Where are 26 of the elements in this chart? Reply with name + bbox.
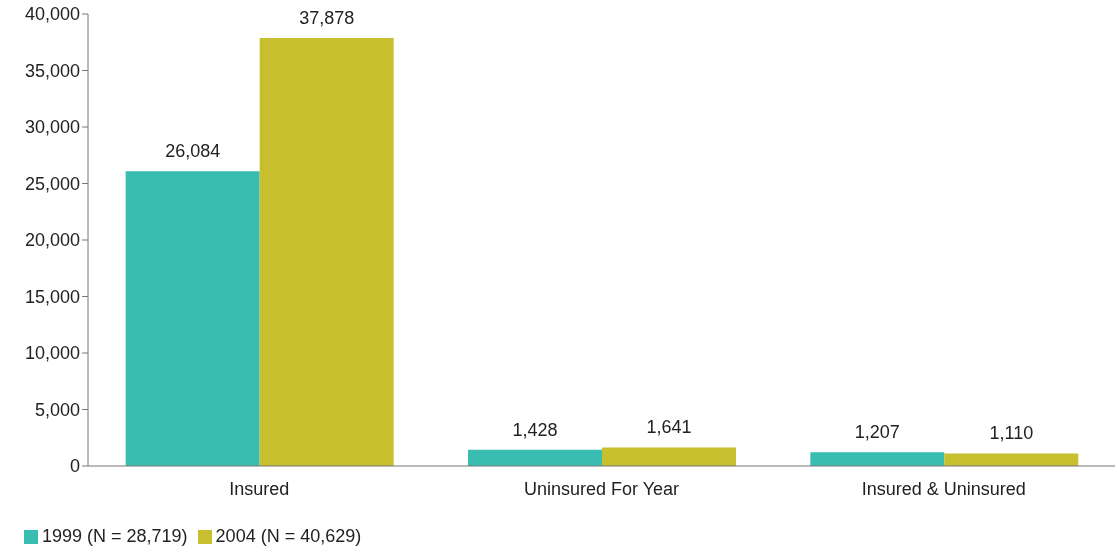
x-tick-label: Insured & Uninsured (861, 478, 1026, 499)
y-tick-label: 40,000 (24, 4, 80, 25)
y-tick-label: 35,000 (24, 60, 80, 81)
bar (467, 449, 602, 466)
data-label: 1,428 (512, 419, 558, 440)
data-label: 1,207 (854, 422, 900, 443)
data-label: 1,110 (989, 423, 1034, 444)
y-tick-label: 15,000 (24, 286, 80, 307)
bar (944, 453, 1079, 466)
y-tick-label: 25,000 (24, 173, 80, 194)
bar (259, 37, 394, 466)
data-label: 1,641 (646, 417, 692, 438)
bar (601, 447, 736, 466)
y-tick-label: 20,000 (24, 230, 80, 251)
bar (810, 452, 945, 466)
x-tick-label: Uninsured For Year (523, 478, 680, 499)
bar (125, 171, 260, 466)
y-tick-label: 5,000 (34, 399, 80, 420)
data-label: 26,084 (165, 141, 221, 162)
y-tick-label: 10,000 (24, 343, 80, 364)
legend-label: 1999 (N = 28,719) (42, 526, 188, 546)
data-label: 37,878 (299, 7, 355, 28)
x-tick-label: Insured (229, 478, 290, 499)
y-tick-label: 30,000 (24, 117, 80, 138)
legend-label: 2004 (N = 40,629) (215, 526, 362, 546)
y-tick-label: 0 (69, 456, 80, 477)
